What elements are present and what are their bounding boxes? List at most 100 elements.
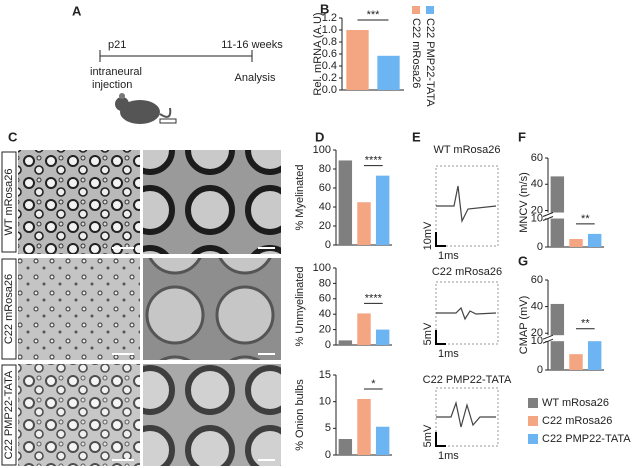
y-tick-label: 80 [319,163,331,175]
trace-amplitude: 10mV [422,221,434,250]
sig-label: * [371,378,376,390]
panel-letter: B [320,1,329,16]
legend-label: C22 PMP22-TATA [424,18,436,107]
y-tick-label: 80 [319,277,331,289]
y-tick-label: 1.0 [322,24,337,36]
y-tick-label: 15 [319,369,331,381]
trace-scale [435,330,446,345]
y-tick-label: 0 [537,364,543,376]
y-tick-label: 40 [319,308,331,320]
timeline-start: p21 [108,39,126,51]
bar [569,239,583,247]
y-tick-label: 60 [531,152,543,164]
sig-label: **** [365,292,383,304]
timeline-note: intraneural [90,66,142,78]
micrograph [143,150,281,254]
sig-label: ** [581,213,590,225]
y-tick-label: 100 [313,262,331,274]
y-tick-label: 0 [325,239,331,251]
y-tick-label: 100 [313,144,331,156]
y-axis-label: Rel. mRNA (A.U) [312,12,324,95]
y-axis-label: % Onion bulbs [294,379,306,451]
trace-amplitude: 5mV [422,322,434,345]
trace-wave [436,185,497,224]
bar [338,439,353,455]
y-axis-label: CMAP (mV) [518,296,530,354]
y-tick-label: 60 [531,274,543,286]
row-label: C22 PMP22-TATA [3,370,15,459]
legend-label: C22 mRosa26 [542,415,612,427]
y-tick-label: 1.2 [322,12,337,24]
panel-letter: A [72,3,82,18]
trace-title: WT mRosa26 [433,144,500,156]
row-label: WT mRosa26 [3,168,15,235]
bar [338,160,353,245]
bar [338,340,353,345]
legend-swatch [528,416,538,426]
trace-amplitude: 5mV [422,424,434,447]
y-tick-label: 20 [531,204,543,216]
panel-letter: C [8,129,18,144]
axis-break [544,335,604,342]
legend-label: C22 mRosa26 [410,18,422,88]
legend-swatch [426,6,434,14]
bar [357,202,371,245]
trace-title: C22 PMP22-TATA [423,374,512,386]
legend-label: WT mRosa26 [542,397,609,409]
y-tick-label: 40 [531,178,543,190]
sig-label: **** [365,155,383,167]
y-tick-label: 40 [319,201,331,213]
legend-swatch [528,434,538,444]
sig-label: ** [581,318,590,330]
y-tick-label: 60 [319,293,331,305]
y-tick-label: 10 [531,335,543,347]
bar [357,399,371,455]
bar [346,30,369,90]
bar [375,329,390,345]
row-label: C22 mRosa26 [3,274,15,344]
panel-letter: E [412,129,421,144]
timeline-end: 11-16 weeks [221,39,283,51]
micrograph [18,150,140,254]
y-tick-label: 0.8 [322,36,337,48]
y-tick-label: 20 [319,220,331,232]
micrograph [143,364,281,466]
panel-letter: D [315,129,324,144]
trace-wave [436,306,497,321]
y-tick-label: 20 [319,324,331,336]
trace-time: 1ms [438,348,459,360]
y-axis-label: % Unmyelinated [294,266,306,346]
y-tick-label: 0.0 [322,84,337,96]
trace-scale [435,232,446,247]
label-box [1,364,17,466]
trace-scale [435,432,446,447]
sig-label: *** [367,9,381,21]
bar [377,55,400,90]
panel-letter: G [518,253,528,268]
trace-wave [436,400,496,428]
y-tick-label: 10 [531,212,543,224]
label-box [1,258,17,360]
micrograph [18,258,140,360]
y-tick-label: 20 [531,327,543,339]
bar [375,426,390,455]
bar [587,338,602,370]
trace-time: 1ms [438,250,459,262]
trace-title: C22 mRosa26 [432,266,502,278]
y-tick-label: 5 [325,422,331,434]
y-tick-label: 0.6 [322,48,337,60]
y-tick-label: 40 [531,301,543,313]
y-tick-label: 10 [319,396,331,408]
bar [587,233,602,247]
y-axis-label: % Myelinated [294,164,306,230]
y-tick-label: 0.2 [322,72,337,84]
bar [550,176,565,247]
y-axis-label: MNCV (m/s) [518,172,530,233]
timeline-note: injection [92,79,132,91]
mouse-icon [115,93,177,124]
y-tick-label: 0 [325,449,331,461]
label-box [1,151,17,253]
bar [375,175,390,245]
legend-label: C22 PMP22-TATA [542,433,631,445]
